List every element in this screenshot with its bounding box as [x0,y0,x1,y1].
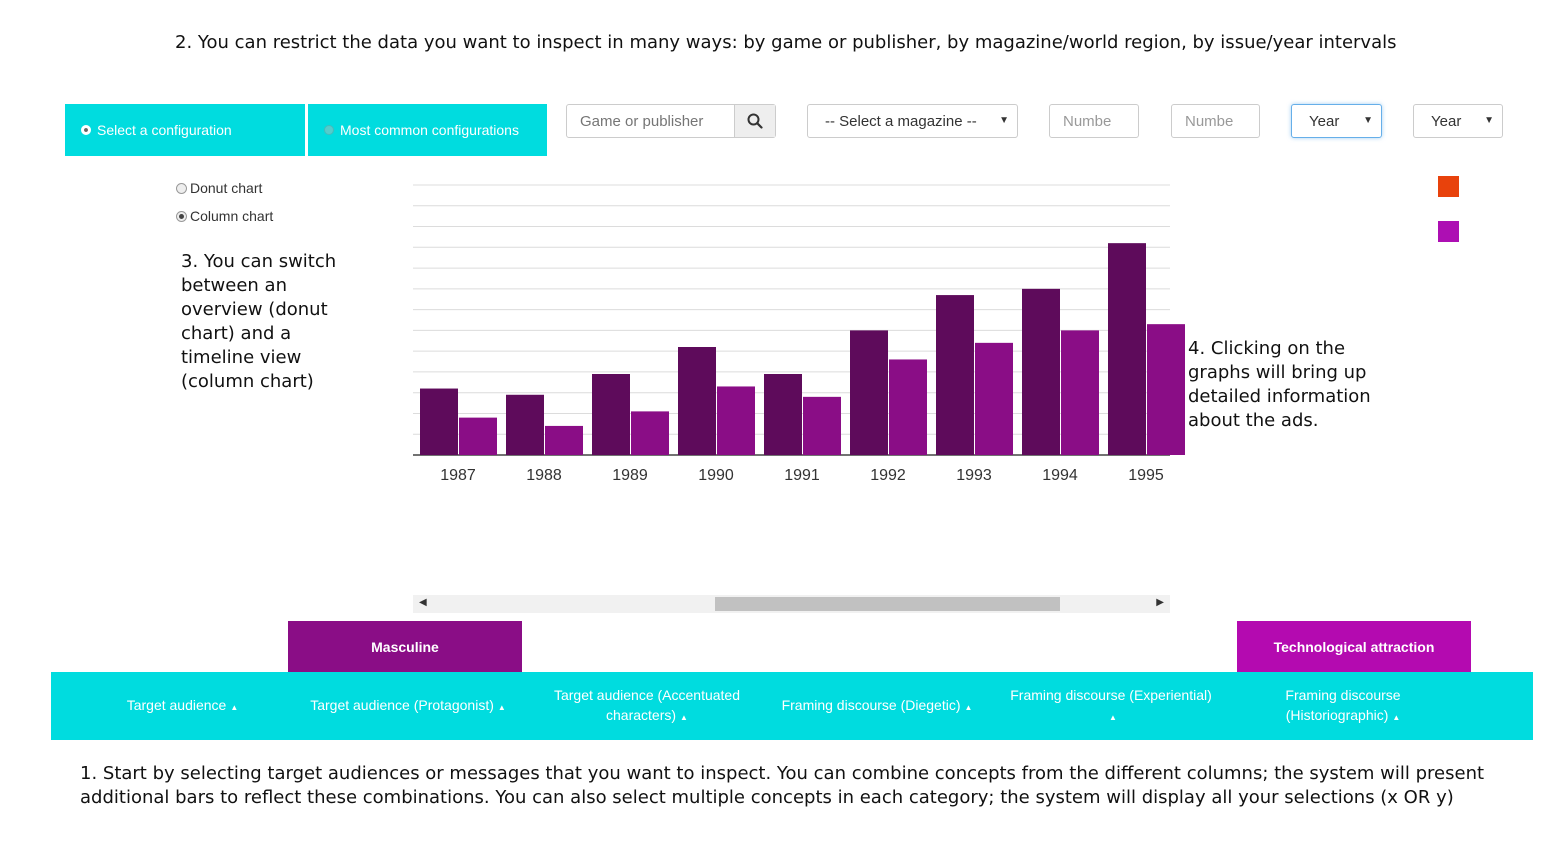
category-bar: Target audience ▲ Target audience (Protag… [51,672,1533,740]
x-tick-label: 1993 [956,467,992,484]
category-framing-experiential[interactable]: Framing discourse (Experiential) ▲ [997,672,1225,740]
x-tick-label: 1987 [440,467,476,484]
bar[interactable] [975,342,1013,455]
bar[interactable] [1061,330,1099,455]
annotation-chart-switch: 3. You can switch between an overview (d… [181,251,337,392]
chevron-down-icon: ▼ [1484,115,1494,126]
scroll-left-icon[interactable]: ◀ [419,597,427,608]
radio-column-chart-label: Column chart [190,208,274,224]
search-group [566,104,776,138]
annotation-click-graph: 4. Clicking on the graphs will bring up … [1188,338,1371,431]
bar[interactable] [678,347,716,455]
concept-tag-masculine[interactable]: Masculine [288,621,522,672]
annotation-filters: 2. You can restrict the data you want to… [175,32,1397,53]
issue-to-placeholder: Numbe [1185,112,1234,130]
caret-up-icon: ▲ [680,712,688,722]
x-tick-label: 1990 [698,467,734,484]
bar[interactable] [936,295,974,455]
category-label: Framing discourse (Experiential) [1010,686,1212,703]
x-tick-label: 1995 [1128,467,1164,484]
bar[interactable] [1147,324,1185,455]
x-tick-label: 1989 [612,467,648,484]
search-icon [747,113,763,129]
x-tick-label: 1992 [870,467,906,484]
bar[interactable] [850,330,888,455]
issue-from-placeholder: Numbe [1063,112,1112,130]
category-label: Target audience (Protagonist) [310,696,494,713]
concept-tag-masculine-label: Masculine [371,638,439,655]
category-label: Target audience [126,696,227,713]
radio-donut-chart-label: Donut chart [190,180,263,196]
scroll-right-icon[interactable]: ▶ [1156,597,1164,608]
radio-donut-chart[interactable]: Donut chart [176,180,262,196]
caret-up-icon: ▲ [964,702,973,712]
category-target-audience[interactable]: Target audience ▲ [101,672,264,740]
legend-swatch-1[interactable] [1438,176,1459,197]
tab-select-configuration[interactable]: Select a configuration [65,104,305,156]
radio-selected-icon [81,125,91,135]
category-framing-historiographic[interactable]: Framing discourse (Historiographic) ▲ [1259,672,1427,740]
caret-up-icon: ▲ [497,702,506,712]
year-from-select[interactable]: Year ▼ [1291,104,1382,138]
tab-most-common-configurations[interactable]: Most common configurations [308,104,547,156]
tab-most-common-configurations-label: Most common configurations [340,122,519,138]
caret-up-icon: ▲ [1109,712,1117,722]
radio-icon [176,182,187,194]
bar[interactable] [459,417,497,455]
bar[interactable] [717,386,755,455]
category-framing-diegetic[interactable]: Framing discourse (Diegetic) ▲ [767,672,987,740]
concept-tag-technological-attraction-label: Technological attraction [1273,638,1435,655]
issue-to-input[interactable]: Numbe [1171,104,1260,138]
bar[interactable] [631,411,669,455]
bar[interactable] [1108,243,1146,455]
bar[interactable] [592,374,630,455]
bar[interactable] [889,359,927,455]
search-input[interactable] [567,111,737,131]
category-target-audience-accentuated[interactable]: Target audience (Accentuated characters)… [540,672,754,740]
tab-select-configuration-label: Select a configuration [97,122,232,138]
annotation-select-concepts: 1. Start by selecting target audiences o… [80,763,1485,808]
category-label: Target audience (Accentuated characters) [553,686,740,723]
magazine-select[interactable]: -- Select a magazine -- ▼ [807,104,1018,138]
legend-swatch-2[interactable] [1438,221,1459,242]
concept-tag-technological-attraction[interactable]: Technological attraction [1237,621,1471,672]
category-target-audience-protagonist[interactable]: Target audience (Protagonist) ▲ [296,672,520,740]
category-label: Framing discourse (Diegetic) [781,696,961,713]
bar[interactable] [764,374,802,455]
x-tick-label: 1988 [526,467,562,484]
radio-column-chart[interactable]: Column chart [176,208,273,224]
magazine-select-value: -- Select a magazine -- [825,112,977,130]
year-to-select[interactable]: Year ▼ [1413,104,1503,138]
caret-up-icon: ▲ [1392,712,1401,722]
x-tick-label: 1994 [1042,467,1078,484]
search-button[interactable] [734,105,775,137]
scroll-thumb[interactable] [715,597,1060,611]
bar[interactable] [803,396,841,455]
bar[interactable] [506,394,544,455]
bar[interactable] [420,388,458,455]
bar[interactable] [1022,288,1060,455]
year-from-value: Year [1309,112,1340,130]
radio-checked-icon [176,210,187,222]
radio-unselected-icon [324,125,334,135]
chart-scrollbar[interactable]: ◀ ▶ [413,595,1170,613]
year-to-value: Year [1431,112,1462,130]
x-tick-label: 1991 [784,467,820,484]
chevron-down-icon: ▼ [999,115,1009,126]
bar[interactable] [545,425,583,455]
issue-from-input[interactable]: Numbe [1049,104,1139,138]
chevron-down-icon: ▼ [1363,115,1373,126]
category-label: Framing discourse (Historiographic) [1285,686,1401,723]
caret-up-icon: ▲ [230,702,239,712]
